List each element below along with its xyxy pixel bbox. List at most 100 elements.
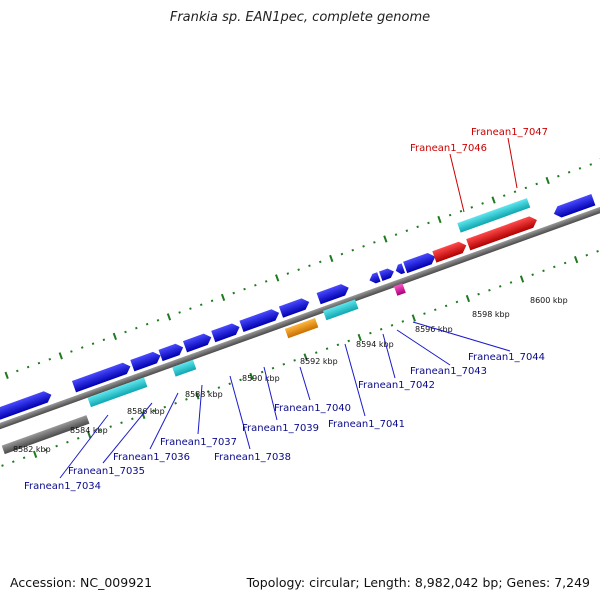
- outer-tick: [394, 233, 398, 236]
- inner-tick: [120, 421, 123, 424]
- inner-tick: [66, 440, 69, 444]
- inner-tick: [174, 401, 177, 405]
- kbp-label: 8598 kbp: [472, 310, 510, 319]
- inner-tick: [563, 261, 567, 265]
- outer-tick: [286, 272, 290, 275]
- outer-tick: [199, 303, 203, 307]
- genome-summary-text: Topology: circular; Length: 8,982,042 bp…: [246, 575, 590, 590]
- leader-line-7035: [102, 402, 153, 464]
- outer-tick: [297, 268, 300, 271]
- inner-tick: [260, 370, 264, 374]
- gene-label-7047: Franean1_7047: [471, 127, 548, 138]
- inner-tick: [498, 285, 502, 288]
- leader-line-7046: [449, 153, 465, 213]
- inner-tick-row: [1, 250, 599, 467]
- inner-tick: [369, 331, 372, 335]
- outer-tick: [156, 319, 160, 322]
- outer-tick: [578, 167, 582, 170]
- outer-tick: [340, 252, 344, 256]
- gene-label-7038: Franean1_7038: [214, 452, 291, 463]
- outer-tick: [124, 330, 127, 334]
- inner-tick: [293, 359, 296, 362]
- outer-tick: [351, 248, 355, 252]
- kbp-scale: 8582 kbp 8584 kbp 8586 kbp 8588 kbp 8590…: [13, 296, 568, 454]
- outer-tick: [481, 202, 484, 205]
- gene-red-forward: [466, 216, 537, 251]
- leader-line-7042: [382, 333, 396, 379]
- outer-tick: [91, 342, 95, 345]
- outer-tick: [416, 225, 419, 229]
- inner-tick: [239, 378, 242, 382]
- inner-tick: [195, 392, 200, 400]
- gene-forward-14: [553, 194, 596, 218]
- gene-label-7036: Franean1_7036: [113, 452, 190, 463]
- rna-feature-1: [87, 377, 148, 408]
- outer-tick: [319, 260, 322, 264]
- leader-line-7034: [59, 414, 109, 479]
- gene-forward-8: [278, 298, 310, 318]
- inner-tick: [76, 437, 80, 440]
- inner-tick: [87, 431, 92, 439]
- inner-tick: [509, 281, 513, 284]
- outer-tick: [459, 209, 463, 213]
- genome-backbone: [0, 177, 600, 441]
- leader-line-7043: [396, 329, 451, 366]
- pink-feature: [393, 283, 406, 296]
- outer-tick: [557, 174, 560, 178]
- inner-tick: [1, 464, 4, 467]
- inner-tick: [390, 324, 394, 327]
- leader-line-7036: [149, 392, 179, 450]
- inner-tick: [271, 366, 275, 370]
- inner-tick: [325, 347, 329, 350]
- inner-tick: [32, 450, 38, 458]
- outer-tick: [448, 213, 452, 217]
- inner-tick: [141, 411, 146, 420]
- inner-tick: [228, 382, 231, 386]
- inner-tick: [574, 255, 579, 264]
- leader-line-7039: [263, 366, 278, 421]
- inner-tick: [357, 333, 362, 342]
- outer-tick: [502, 194, 506, 197]
- inner-tick: [152, 409, 156, 413]
- inner-tick: [12, 460, 15, 463]
- outer-tick: [427, 221, 430, 225]
- gene-red-reverse: [432, 241, 467, 263]
- outer-tick-row: [4, 157, 600, 379]
- gene-forward-6: [211, 323, 240, 343]
- leader-line-7041: [344, 343, 366, 417]
- inner-tick: [455, 300, 459, 304]
- outer-tick: [58, 352, 63, 360]
- outer-tick: [383, 235, 388, 243]
- grey-feature: [1, 415, 90, 455]
- inner-tick: [109, 425, 112, 428]
- inner-tick: [531, 273, 534, 276]
- inner-tick: [379, 327, 383, 331]
- genome-strand-group: [0, 157, 600, 467]
- inner-tick: [217, 386, 221, 389]
- outer-tick: [26, 365, 30, 369]
- gene-reverse-10: [369, 272, 381, 284]
- kbp-label: 8584 kbp: [70, 426, 108, 435]
- gene-label-7034: Franean1_7034: [24, 481, 101, 492]
- gene-reverse-12: [395, 263, 406, 275]
- outer-tick: [254, 283, 257, 287]
- inner-tick: [44, 448, 48, 452]
- gene-forward-7: [239, 309, 280, 333]
- outer-tick: [329, 254, 334, 263]
- inner-tick: [282, 363, 286, 366]
- inner-tick: [444, 304, 448, 308]
- outer-tick: [70, 350, 73, 353]
- kbp-label: 8582 kbp: [13, 445, 51, 454]
- rna-feature-4: [457, 198, 531, 233]
- kbp-label: 8590 kbp: [242, 374, 280, 383]
- gene-forward-5: [182, 333, 212, 353]
- outer-tick: [470, 206, 474, 209]
- inner-tick: [401, 320, 405, 323]
- outer-tick: [48, 357, 52, 361]
- kbp-label: 8592 kbp: [300, 357, 338, 366]
- inner-tick: [411, 314, 416, 322]
- gene-forward-3: [130, 351, 161, 372]
- gene-label-7046: Franean1_7046: [410, 143, 487, 154]
- inner-tick: [22, 456, 26, 460]
- gene-forward-1: [0, 391, 52, 426]
